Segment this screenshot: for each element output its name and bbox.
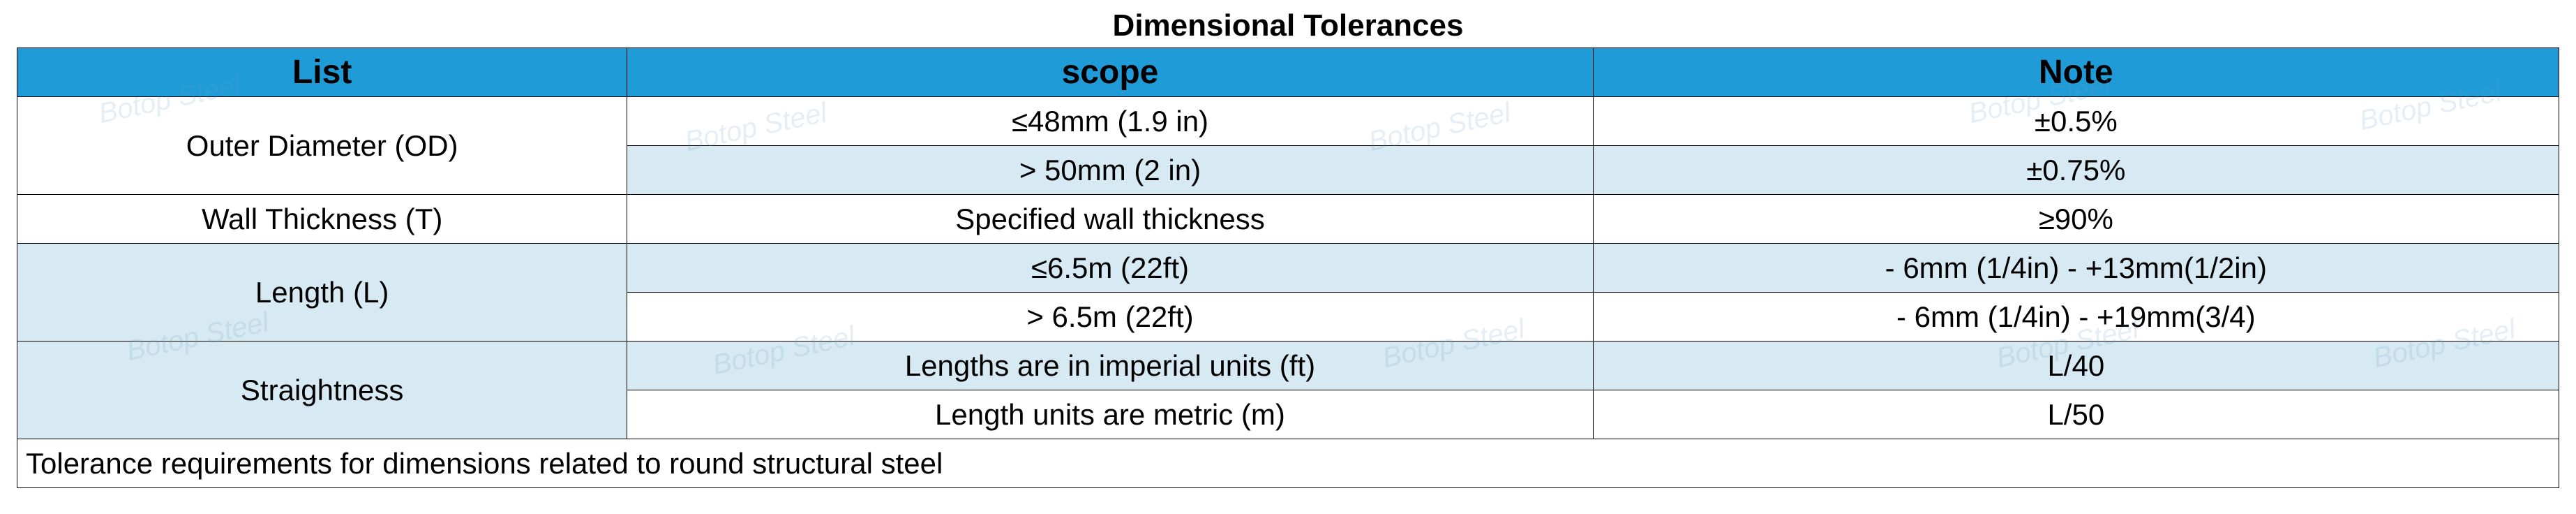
list-cell: Straightness [17, 342, 627, 439]
note-cell: - 6mm (1/4in) - +13mm(1/2in) [1593, 244, 2559, 293]
table-row: StraightnessLengths are in imperial unit… [17, 342, 2559, 390]
scope-cell: Length units are metric (m) [627, 390, 1593, 439]
note-cell: ±0.5% [1593, 97, 2559, 146]
tolerances-table: List scope Note Outer Diameter (OD)≤48mm… [17, 47, 2559, 488]
table-footer-row: Tolerance requirements for dimensions re… [17, 439, 2559, 488]
scope-cell: > 50mm (2 in) [627, 146, 1593, 195]
note-cell: ≥90% [1593, 195, 2559, 244]
note-cell: - 6mm (1/4in) - +19mm(3/4) [1593, 293, 2559, 342]
scope-cell: Specified wall thickness [627, 195, 1593, 244]
table-title: Dimensional Tolerances [17, 8, 2559, 43]
table-row: Length (L)≤6.5m (22ft)- 6mm (1/4in) - +1… [17, 244, 2559, 293]
table-row: Outer Diameter (OD)≤48mm (1.9 in)±0.5% [17, 97, 2559, 146]
col-header-list: List [17, 48, 627, 97]
note-cell: L/40 [1593, 342, 2559, 390]
page-root: Botop SteelBotop SteelBotop SteelBotop S… [0, 0, 2576, 505]
list-cell: Outer Diameter (OD) [17, 97, 627, 195]
table-row: Wall Thickness (T)Specified wall thickne… [17, 195, 2559, 244]
list-cell: Length (L) [17, 244, 627, 342]
scope-cell: > 6.5m (22ft) [627, 293, 1593, 342]
note-cell: L/50 [1593, 390, 2559, 439]
note-cell: ±0.75% [1593, 146, 2559, 195]
scope-cell: Lengths are in imperial units (ft) [627, 342, 1593, 390]
scope-cell: ≤6.5m (22ft) [627, 244, 1593, 293]
footer-cell: Tolerance requirements for dimensions re… [17, 439, 2559, 488]
list-cell: Wall Thickness (T) [17, 195, 627, 244]
col-header-note: Note [1593, 48, 2559, 97]
scope-cell: ≤48mm (1.9 in) [627, 97, 1593, 146]
table-header-row: List scope Note [17, 48, 2559, 97]
col-header-scope: scope [627, 48, 1593, 97]
